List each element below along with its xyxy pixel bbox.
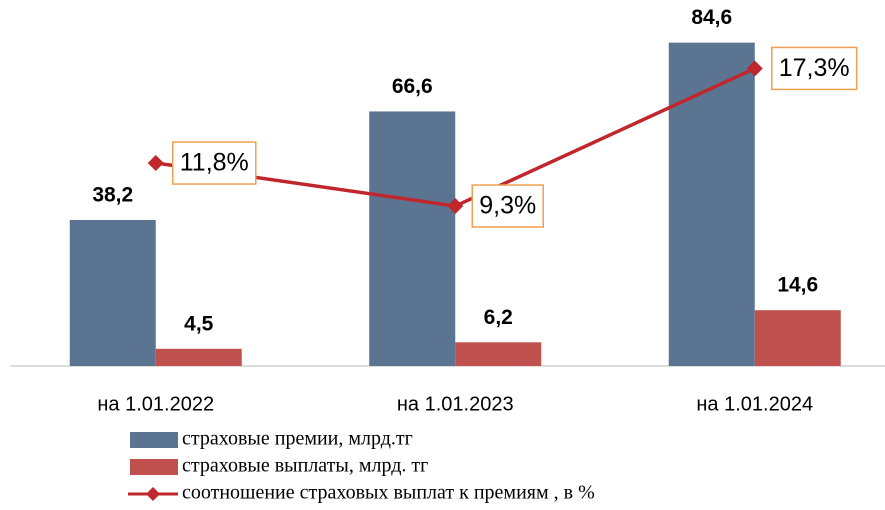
bar [69, 219, 156, 366]
legend-swatch [130, 459, 178, 475]
data-label: 38,2 [92, 184, 133, 207]
marker [147, 155, 164, 172]
label-box [172, 141, 257, 185]
legend-swatch [146, 487, 160, 501]
bar [455, 342, 542, 366]
marker [447, 198, 464, 215]
data-label: 17,3% [779, 54, 850, 82]
marker [746, 60, 763, 77]
data-label: 66,6 [392, 75, 433, 98]
data-label: 84,6 [691, 6, 732, 29]
data-label: 11,8% [180, 149, 249, 177]
x-tick-label: на 1.01.2024 [696, 393, 813, 415]
data-label: 14,6 [777, 274, 818, 297]
legend-label: страховые премии, млрд.тг [182, 428, 413, 450]
x-tick-label: на 1.01.2023 [397, 393, 514, 415]
data-label: 4,5 [184, 312, 214, 335]
data-label: 6,2 [484, 306, 513, 329]
label-box [771, 46, 858, 91]
legend-swatch [130, 432, 178, 448]
bar [155, 348, 242, 366]
bar [369, 111, 456, 366]
legend-label: страховые выплаты, млрд. тг [182, 455, 428, 477]
legend-label: соотношение страховых выплат к премиям ,… [182, 482, 595, 504]
x-tick-label: на 1.01.2022 [97, 393, 214, 415]
label-box [471, 184, 544, 228]
bar [754, 310, 841, 366]
bar [668, 42, 755, 366]
data-label: 9,3% [479, 192, 536, 220]
